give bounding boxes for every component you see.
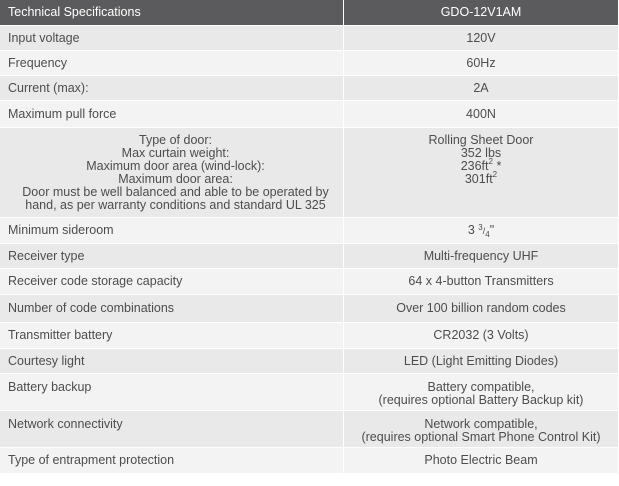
door-area-windlock-label: Maximum door area (wind-lock): — [86, 159, 265, 173]
spec-value: Photo Electric Beam — [344, 448, 619, 474]
spec-value: 2A — [344, 76, 619, 101]
battery-backup-value-line2: (requires optional Battery Backup kit) — [378, 393, 584, 407]
spec-value: Battery compatible, (requires optional B… — [344, 374, 619, 411]
spec-value: Multi-frequency UHF — [344, 244, 619, 269]
squared-superscript: 2 — [488, 156, 493, 166]
spec-value: 120V — [344, 26, 619, 51]
door-area-value: 301ft2 — [464, 169, 498, 186]
door-area-windlock-value: 236ft2 * — [460, 156, 502, 173]
door-area-windlock-number: 236ft — [460, 159, 489, 173]
spec-value: Network compatible, (requires optional S… — [344, 411, 619, 448]
spec-value: LED (Light Emitting Diodes) — [344, 349, 619, 374]
spec-value: Over 100 billion random codes — [344, 295, 619, 323]
spec-label: Current (max): — [0, 76, 344, 101]
curtain-weight-label: Max curtain weight: — [121, 146, 230, 160]
spec-label: Frequency — [0, 51, 344, 76]
spec-label: Number of code combinations — [0, 295, 344, 323]
spec-value: 60Hz — [344, 51, 619, 76]
header-model: GDO-12V1AM — [344, 0, 619, 26]
door-type-label: Type of door: — [139, 133, 212, 147]
sideroom-whole: 3 — [467, 222, 475, 237]
spec-label: Battery backup — [0, 374, 344, 411]
door-balance-note-line1: Door must be well balanced and able to b… — [22, 185, 329, 199]
spec-label: Type of entrapment protection — [0, 448, 344, 474]
spec-label: Maximum pull force — [0, 101, 344, 128]
spec-value: 3 3/4" — [344, 218, 619, 244]
spec-label: Receiver code storage capacity — [0, 269, 344, 295]
sideroom-unit: " — [489, 222, 495, 237]
squared-superscript: 2 — [492, 169, 498, 179]
door-type-value: Rolling Sheet Door — [428, 133, 534, 147]
door-details-label: Type of door: Max curtain weight: Maximu… — [0, 128, 344, 218]
technical-specifications-table: Technical Specifications GDO-12V1AM Inpu… — [0, 0, 619, 474]
spec-label: Courtesy light — [0, 349, 344, 374]
door-area-number: 301ft — [464, 172, 493, 186]
wind-lock-marker: * — [496, 159, 502, 173]
spec-value: 400N — [344, 101, 619, 128]
door-area-label: Maximum door area: — [118, 172, 233, 186]
spec-label: Input voltage — [0, 26, 344, 51]
spec-label: Receiver type — [0, 244, 344, 269]
spec-label: Network connectivity — [0, 411, 344, 448]
header-title: Technical Specifications — [0, 0, 344, 26]
spec-value: CR2032 (3 Volts) — [344, 323, 619, 349]
door-balance-note-line2: hand, as per warranty conditions and sta… — [25, 198, 326, 212]
curtain-weight-value: 352 lbs — [460, 146, 502, 160]
spec-label: Transmitter battery — [0, 323, 344, 349]
network-connectivity-value-line1: Network compatible, — [424, 417, 538, 431]
sideroom-fraction-denominator: 4 — [485, 229, 490, 239]
sideroom-fraction-numerator: 3 — [478, 222, 483, 232]
network-connectivity-value-line2: (requires optional Smart Phone Control K… — [361, 430, 601, 444]
spec-value: 64 x 4-button Transmitters — [344, 269, 619, 295]
sideroom-value: 3 3/4" — [467, 222, 495, 239]
spec-label: Minimum sideroom — [0, 218, 344, 244]
battery-backup-value-line1: Battery compatible, — [427, 380, 535, 394]
door-details-value: Rolling Sheet Door 352 lbs 236ft2 * 301f… — [344, 128, 619, 218]
